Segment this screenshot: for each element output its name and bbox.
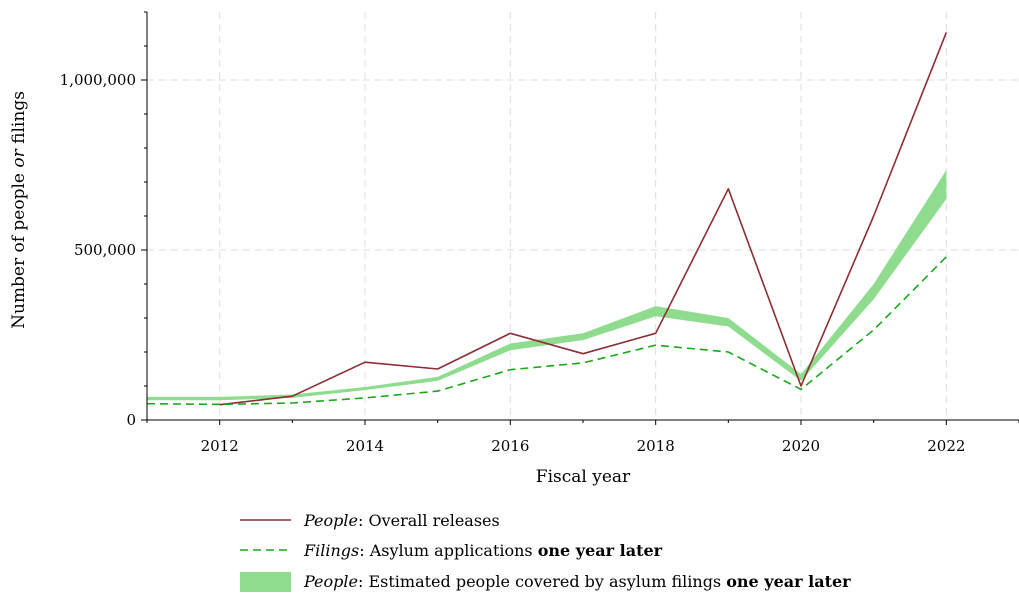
grid-layer xyxy=(147,12,1019,420)
x-tick-label: 2020 xyxy=(782,437,820,455)
legend-label-filings-bold: one year later xyxy=(538,541,663,560)
data-point-people xyxy=(654,331,658,335)
axes-layer xyxy=(146,12,1019,421)
legend-label-band: People: Estimated people covered by asyl… xyxy=(303,572,851,591)
data-point-people xyxy=(944,30,948,34)
y-tick-label: 500,000 xyxy=(74,241,136,259)
data-point-people xyxy=(290,394,294,398)
ticks-layer: 2012 2014 2016 2018 2020 2022 0 500,000 1,000,00… xyxy=(60,11,1019,455)
x-tick-label: 2022 xyxy=(927,437,965,455)
x-tick-label: 2012 xyxy=(201,437,239,455)
legend-label-band-rest: : Estimated people covered by asylum fil… xyxy=(358,572,726,591)
legend-label-people: People: Overall releases xyxy=(303,511,500,530)
data-point-filings xyxy=(726,350,730,354)
legend-item-people: People: Overall releases xyxy=(240,511,500,530)
data-point-filings xyxy=(944,255,948,259)
legend-label-people-rest: : Overall releases xyxy=(358,511,500,530)
legend-label-filings-rest: : Asylum applications xyxy=(359,541,538,560)
data-point-filings xyxy=(436,389,440,393)
data-point-filings xyxy=(290,401,294,405)
data-point-filings xyxy=(508,368,512,372)
legend-label-filings-em: Filings xyxy=(303,541,359,560)
y-axis-title: Number of people or filings xyxy=(9,91,29,329)
legend-swatch-band xyxy=(240,572,291,592)
data-point-filings xyxy=(654,343,658,347)
series-line-people xyxy=(219,32,948,406)
legend-label-filings: Filings: Asylum applications one year la… xyxy=(303,541,663,560)
legend: People: Overall releases Filings: Asylum… xyxy=(240,511,851,592)
lines-layer xyxy=(146,30,948,406)
y-tick-label: 0 xyxy=(126,411,136,429)
y-axis-title-em: or xyxy=(9,148,29,167)
data-point-people xyxy=(436,367,440,371)
legend-item-band: People: Estimated people covered by asyl… xyxy=(240,572,851,592)
data-point-filings xyxy=(363,396,367,400)
data-point-people xyxy=(508,331,512,335)
legend-label-band-em: People xyxy=(303,572,358,591)
data-point-filings xyxy=(872,328,876,332)
data-point-people xyxy=(581,352,585,356)
series-line-filings xyxy=(146,256,947,406)
data-point-people xyxy=(726,187,730,191)
data-point-filings xyxy=(581,361,585,365)
legend-label-band-bold: one year later xyxy=(726,572,851,591)
data-point-filings xyxy=(218,402,222,406)
x-tick-label: 2018 xyxy=(637,437,675,455)
data-point-filings xyxy=(799,387,803,391)
legend-item-filings: Filings: Asylum applications one year la… xyxy=(240,541,663,560)
x-axis-title: Fiscal year xyxy=(536,467,631,487)
y-axis-title-pre: Number of people xyxy=(9,168,29,329)
y-tick-label: 1,000,000 xyxy=(60,71,136,89)
legend-label-people-em: People xyxy=(303,511,358,530)
x-tick-label: 2014 xyxy=(346,437,384,455)
x-tick-label: 2016 xyxy=(491,437,529,455)
data-point-people xyxy=(872,214,876,218)
data-point-people xyxy=(363,360,367,364)
y-axis-title-post: filings xyxy=(9,91,29,149)
